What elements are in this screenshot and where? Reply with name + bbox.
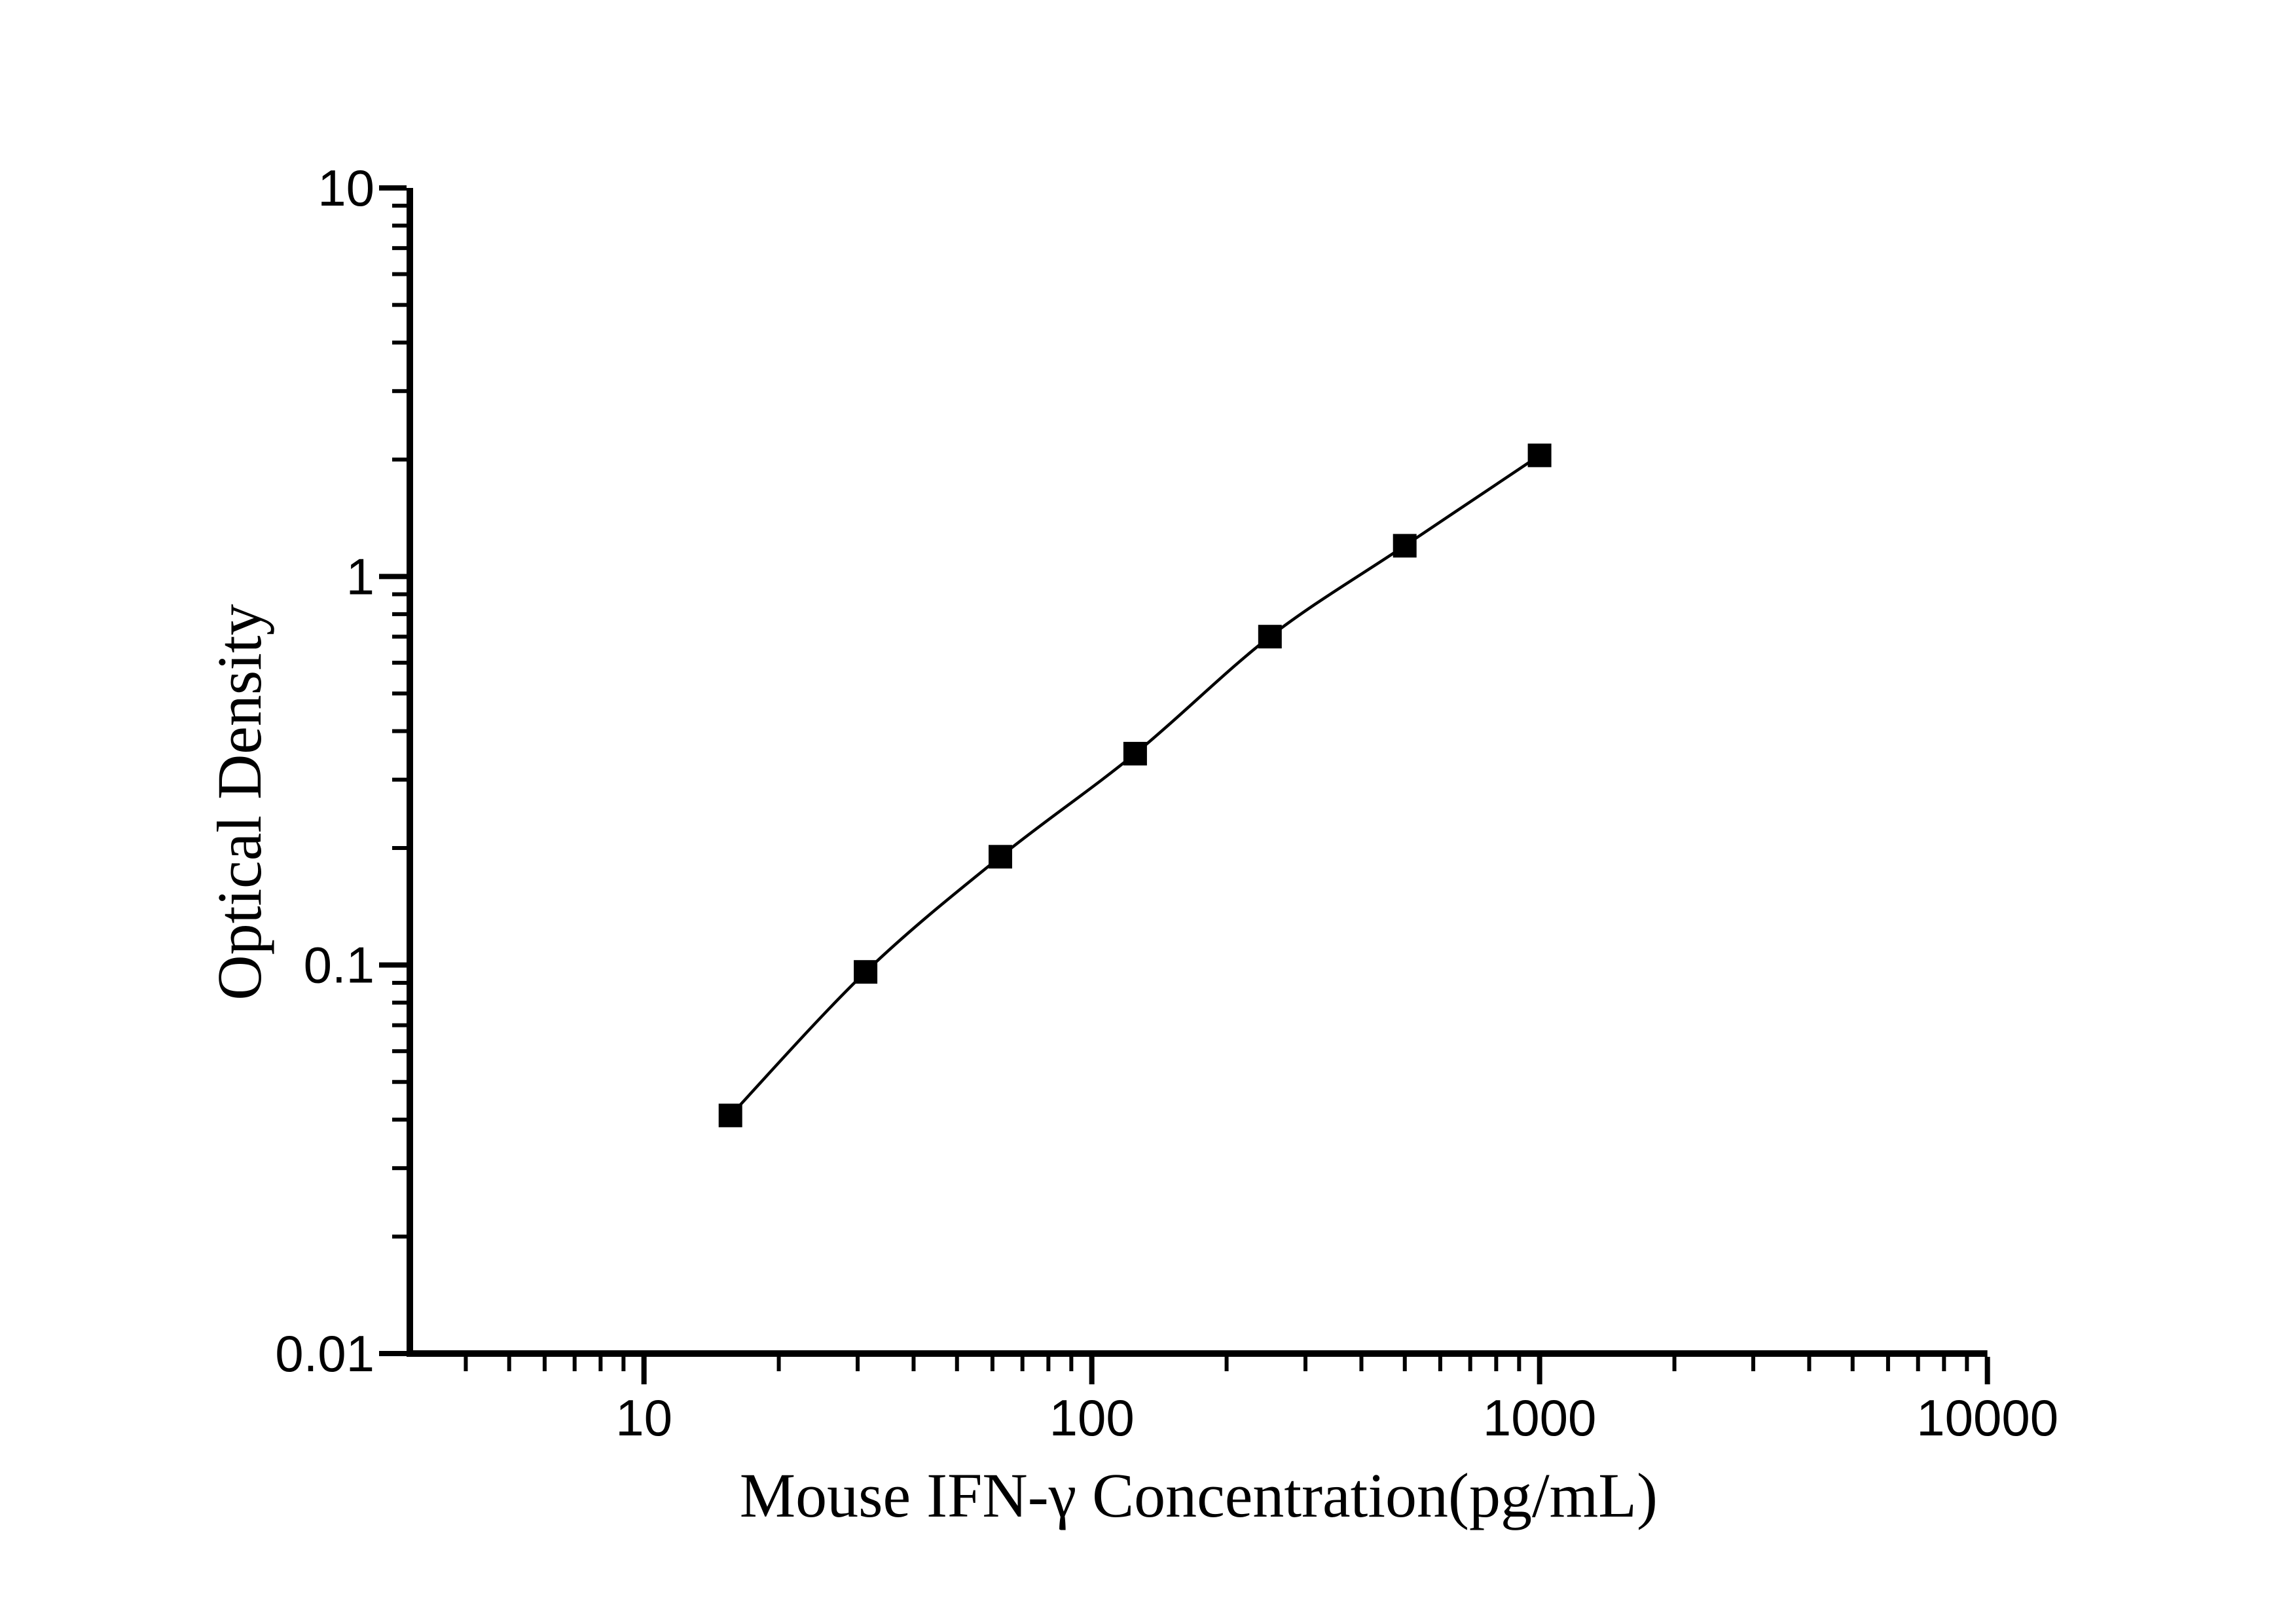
- y-axis-title: Optical Density: [204, 604, 274, 1000]
- data-point-marker-31.25: [854, 960, 878, 984]
- y-tick-label-0.01: 0.01: [275, 1325, 374, 1382]
- data-point-marker-62.5: [989, 845, 1012, 869]
- x-tick-label-1000: 1000: [1483, 1389, 1597, 1447]
- x-axis-title: Mouse IFN-γ Concentration(pg/mL): [740, 1460, 1658, 1530]
- x-tick-label-10000: 10000: [1916, 1389, 2058, 1447]
- data-point-marker-250: [1258, 625, 1282, 649]
- x-tick-label-100: 100: [1049, 1389, 1135, 1447]
- y-tick-label-10: 10: [318, 159, 374, 217]
- axis-spines: [407, 188, 1988, 1357]
- y-tick-label-1: 1: [346, 547, 374, 605]
- x-axis-minor-ticks: [464, 1357, 1969, 1371]
- data-point-marker-1000: [1527, 443, 1552, 468]
- data-point-marker-500: [1393, 534, 1417, 558]
- data-point-marker-15.6: [718, 1103, 742, 1128]
- y-axis-minor-ticks: [392, 204, 407, 1239]
- x-tick-label-10: 10: [615, 1389, 672, 1447]
- x-axis-major-ticks: [641, 1357, 1990, 1384]
- y-tick-label-0.1: 0.1: [304, 936, 374, 994]
- standard-curve-line: [729, 454, 1540, 1116]
- data-points: [718, 443, 1552, 1128]
- data-point-marker-125: [1123, 741, 1147, 766]
- y-axis-major-ticks: [379, 185, 407, 1356]
